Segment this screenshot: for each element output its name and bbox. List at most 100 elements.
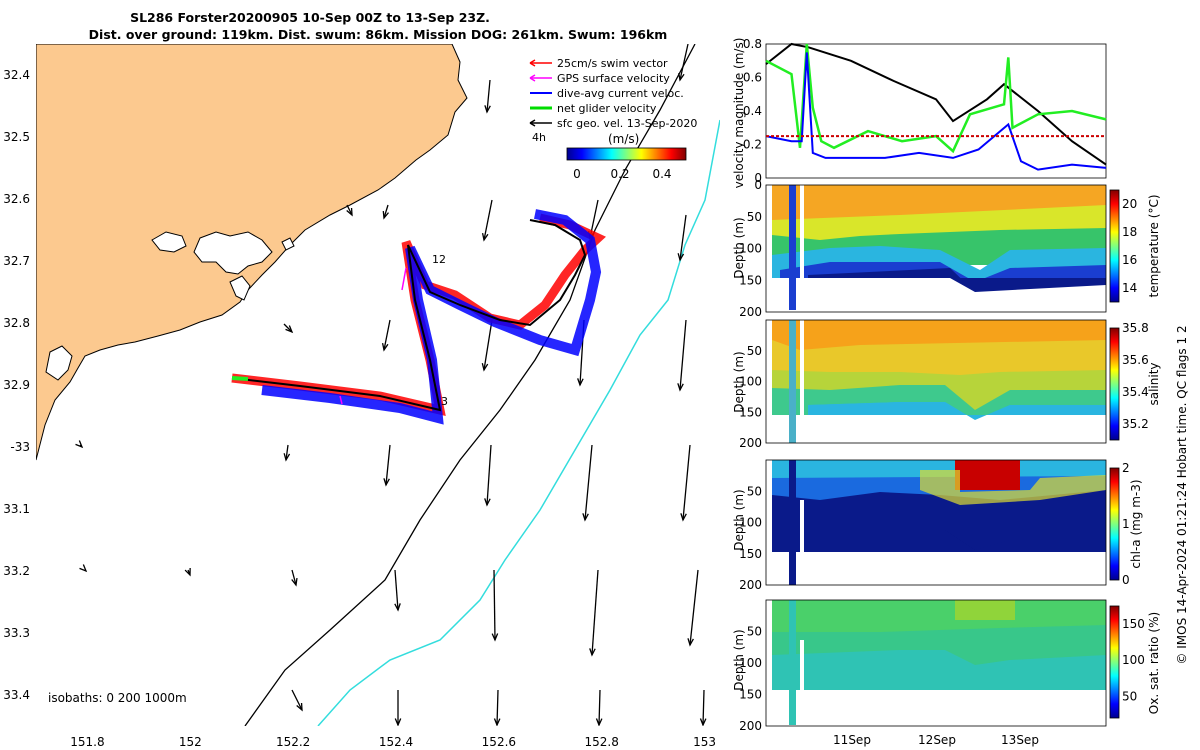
- oxygen-panel: Depth (m) 50 100 150 200 50 100 150 Ox. sat. …: [732, 599, 1161, 747]
- oxygen-colorbar: [1109, 605, 1120, 719]
- imos-footnote: © IMOS 14-Apr-2024 01:21:24 Hobart time.…: [1175, 325, 1189, 664]
- oxygen-colorbar-ticks: 50 100 150: [1122, 617, 1145, 703]
- colorbar-tick-label: 35.6: [1122, 353, 1149, 367]
- salinity-ylabel: Depth (m): [732, 351, 746, 412]
- lon-tick-label: 152.8: [585, 735, 619, 749]
- velocity-axes: [765, 43, 1107, 179]
- sfc-velocity-arrow: [595, 689, 603, 726]
- temperature-yaxis: 0 50 100 150 200: [739, 178, 762, 319]
- chla-panel: Depth (m) 50 100 150 200 0 1 2 chl-a (mg m-3): [732, 459, 1143, 592]
- legend-entry: 25cm/s swim vector: [529, 57, 668, 70]
- title-line-1: SL286 Forster20200905 10-Sep 00Z to 13-S…: [130, 10, 490, 25]
- velocity-ytick: 0.2: [743, 138, 762, 152]
- isobath-1000: [317, 119, 720, 726]
- lat-tick-label: 33.1: [3, 502, 30, 516]
- lat-tick-label: 32.7: [3, 254, 30, 268]
- salinity-yaxis: 50 100 150 200: [739, 344, 762, 450]
- oxygen-ylabel: Depth (m): [732, 629, 746, 690]
- map-legend: 25cm/s swim vector GPS surface velocity …: [529, 57, 697, 181]
- time-axis: 11Sep 12Sep 13Sep: [833, 733, 1039, 747]
- depth-tick-label: 50: [747, 210, 762, 224]
- sfc-velocity-arrow: [484, 79, 491, 114]
- velocity-ytick: 0.6: [743, 71, 762, 85]
- lake: [281, 237, 295, 251]
- sfc-velocity-arrow: [678, 44, 689, 82]
- temperature-colorbar-label: temperature (°C): [1147, 195, 1161, 298]
- lon-tick-label: 152.4: [379, 735, 413, 749]
- velocity-ytick: 0.8: [743, 37, 762, 51]
- lon-axis: 151.8 152 152.2 152.4 152.6 152.8 153: [70, 735, 716, 749]
- legend-label: GPS surface velocity: [557, 72, 670, 85]
- sfc-velocity-arrow: [680, 444, 691, 522]
- lon-tick-label: 152: [179, 735, 202, 749]
- depth-tick-label: 50: [747, 344, 762, 358]
- chla-yaxis: 50 100 150 200: [739, 484, 762, 592]
- depth-tick-label: 200: [739, 719, 762, 733]
- colorbar-tick-label: 35.4: [1122, 385, 1149, 399]
- salinity-colorbar: [1109, 327, 1120, 441]
- depth-tick-label: 50: [747, 625, 762, 639]
- isobaths-label: isobaths: 0 200 1000m: [48, 691, 187, 705]
- time-tick-label: 12Sep: [918, 733, 956, 747]
- depth-tick-label: 200: [739, 305, 762, 319]
- velocity-line: [765, 52, 1107, 171]
- depth-tick-label: 150: [739, 547, 762, 561]
- colorbar-tick-label: 14: [1122, 281, 1137, 295]
- lat-tick-label: 32.8: [3, 316, 30, 330]
- velocity-ytick: 0.4: [743, 104, 762, 118]
- depth-tick-label: 100: [739, 516, 762, 530]
- sfc-velocity-arrow: [382, 204, 389, 220]
- velocity-ylabel: velocity magnitude (m/s): [732, 38, 746, 189]
- lake: [45, 345, 73, 381]
- legend-label: net glider velocity: [557, 102, 657, 115]
- track-label-3: 3: [441, 395, 448, 408]
- sfc-velocity-arrow: [677, 319, 687, 392]
- colorbar-tick-label: 16: [1122, 253, 1137, 267]
- sfc-velocity-arrow: [699, 689, 707, 726]
- sfc-velocity-arrow: [381, 319, 391, 352]
- isobath-200: [244, 44, 696, 726]
- lon-tick-label: 153: [693, 735, 716, 749]
- lat-tick-label: 32.5: [3, 130, 30, 144]
- sfc-velocity-arrow: [75, 440, 84, 449]
- chla-colorbar-label: chl-a (mg m-3): [1129, 479, 1143, 568]
- sfc-velocity-arrow: [481, 199, 493, 242]
- lon-tick-label: 152.6: [482, 735, 516, 749]
- sfc-velocity-arrow: [493, 689, 501, 726]
- map-panel: 12 3 32.4 32.5 32.6 32.7 32.8 32.9 -33 33.1 33.2…: [3, 44, 720, 749]
- sfc-velocity-arrow: [481, 319, 493, 372]
- sfc-velocity-arrow: [346, 204, 353, 217]
- temperature-colorbar-ticks: 14 16 18 20: [1122, 197, 1137, 295]
- lat-tick-label: 33.3: [3, 626, 30, 640]
- lake: [229, 275, 251, 301]
- lat-tick-label: 32.4: [3, 68, 30, 82]
- sfc-velocity-arrow: [394, 690, 402, 726]
- colorbar-tick-label: 100: [1122, 653, 1145, 667]
- colorbar-tick-label: 20: [1122, 197, 1137, 211]
- chla-colorbar: [1109, 467, 1120, 581]
- salinity-colorbar-ticks: 35.2 35.4 35.6 35.8: [1122, 321, 1149, 431]
- legend-entry: dive-avg current veloc.: [530, 87, 684, 100]
- lat-tick-label: 32.9: [3, 378, 30, 392]
- sfc-velocity-arrow: [383, 444, 391, 487]
- depth-tick-label: 200: [739, 436, 762, 450]
- depth-tick-label: 0: [754, 178, 762, 192]
- sfc-velocity-arrow: [491, 569, 499, 642]
- sfc-velocity-arrow: [291, 689, 303, 712]
- legend-label: sfc geo. vel. 13-Sep-2020: [557, 117, 697, 130]
- legend-label: 25cm/s swim vector: [557, 57, 668, 70]
- depth-tick-label: 150: [739, 688, 762, 702]
- sfc-velocity-arrow: [484, 444, 492, 507]
- colorbar-tick: 0.2: [610, 167, 629, 181]
- temperature-panel: Depth (m) 0 50 100 150 200 14 16 18 20 temperat…: [732, 178, 1161, 319]
- salinity-colorbar-label: salinity: [1147, 362, 1161, 405]
- time-label: 4h: [532, 131, 546, 144]
- colorbar-tick-label: 35.2: [1122, 417, 1149, 431]
- oxygen-colorbar-label: Ox. sat. ratio (%): [1147, 612, 1161, 714]
- legend-entry: net glider velocity: [530, 102, 657, 115]
- sfc-velocity-arrow: [184, 567, 191, 577]
- time-tick-label: 11Sep: [833, 733, 871, 747]
- depth-tick-label: 150: [739, 273, 762, 287]
- time-tick-label: 13Sep: [1001, 733, 1039, 747]
